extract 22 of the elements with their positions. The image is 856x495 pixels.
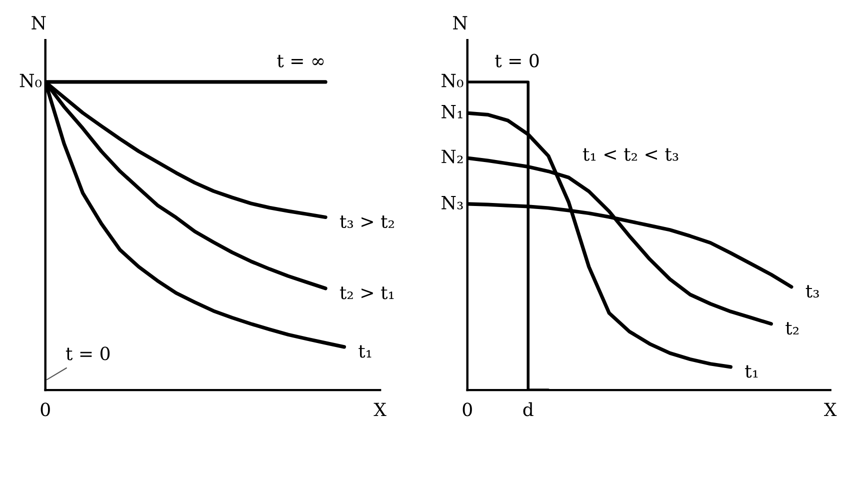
annotation: N₃ bbox=[442, 196, 463, 210]
annotation: N₂ bbox=[442, 150, 463, 164]
annotation: N₀ bbox=[442, 74, 464, 88]
text: 0 bbox=[40, 402, 50, 416]
series-label: t₁ bbox=[745, 365, 758, 378]
annotation: N₁ bbox=[442, 105, 462, 118]
series-label: t₁ bbox=[358, 345, 372, 358]
y-axis-title: N bbox=[32, 16, 46, 30]
series-label: t₃ > t₂ bbox=[340, 215, 394, 228]
series-label: t₂ bbox=[786, 322, 798, 335]
annotation: t = 0 bbox=[66, 346, 110, 360]
text: 0 bbox=[462, 402, 472, 416]
annotation: t₁ < t₂ < t₃ bbox=[582, 148, 678, 161]
x-axis-title: X bbox=[824, 402, 837, 416]
y-axis-title: N bbox=[453, 16, 468, 30]
x-axis-title: X bbox=[374, 402, 386, 416]
text: d bbox=[523, 402, 534, 416]
series-label: t = 0 bbox=[495, 54, 539, 68]
series-label: t₃ bbox=[806, 285, 819, 298]
series-label: t₂ > t₁ bbox=[340, 286, 394, 300]
series-label: t = ∞ bbox=[277, 54, 324, 68]
annotation: N₀ bbox=[20, 74, 42, 88]
